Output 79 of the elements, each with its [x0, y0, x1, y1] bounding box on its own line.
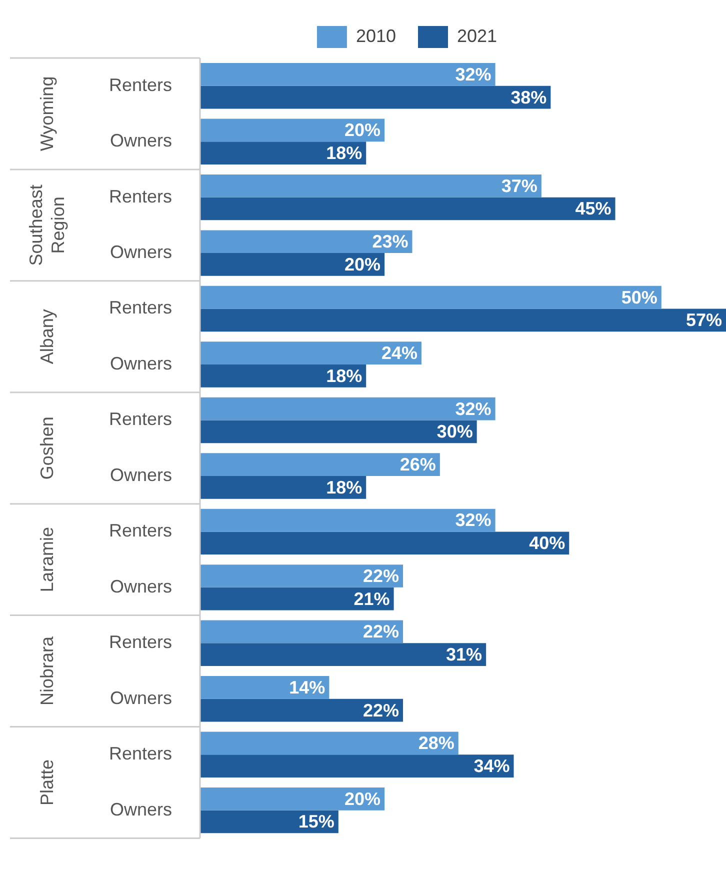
bar: [200, 142, 366, 164]
bar: [200, 676, 330, 699]
y-tick-label: Owners: [110, 242, 172, 262]
data-label: 24%: [381, 343, 418, 364]
bar: [200, 420, 477, 444]
data-label: 18%: [326, 142, 362, 163]
bar: [200, 86, 551, 109]
text: Wyoming: [36, 76, 57, 152]
data-label: 22%: [362, 566, 400, 586]
y-tick-label: Owners: [110, 799, 172, 820]
y-tick-label: Renters: [108, 298, 172, 318]
data-label: 31%: [446, 644, 482, 665]
bar: [200, 342, 422, 365]
bar: [200, 643, 486, 666]
bar: [200, 63, 496, 86]
legend-label: 2021: [457, 26, 498, 46]
bar: [200, 787, 385, 810]
y-tick-label: Owners: [110, 464, 172, 485]
text: Laramie: [36, 527, 57, 592]
data-label: 30%: [436, 422, 473, 442]
data-label: 23%: [372, 232, 408, 252]
data-label: 50%: [621, 287, 658, 308]
bar: [200, 118, 385, 142]
data-label: 15%: [298, 812, 334, 832]
y-tick-label: Owners: [110, 130, 172, 151]
text: Goshen: [36, 416, 57, 480]
data-label: 20%: [344, 120, 381, 140]
bar: [200, 364, 366, 388]
bar: [200, 810, 338, 834]
bar: [200, 732, 458, 755]
bar: [200, 754, 514, 778]
data-label: 37%: [501, 176, 538, 196]
bar: [200, 286, 662, 309]
data-label: 22%: [362, 700, 400, 720]
bar: [200, 587, 394, 610]
y-tick-label: Renters: [108, 744, 172, 764]
bar: [200, 253, 385, 276]
bar: [200, 476, 366, 499]
data-label: 20%: [344, 254, 381, 274]
text: Southeast Region: [26, 184, 68, 266]
y-tick-label: Renters: [108, 632, 172, 652]
data-label: 57%: [686, 310, 722, 330]
bar: [200, 397, 496, 420]
data-label: 18%: [326, 366, 362, 386]
bar: [200, 453, 440, 476]
bar: [200, 230, 412, 254]
data-label: 14%: [289, 677, 326, 698]
bar: [200, 174, 542, 198]
data-label: 28%: [418, 733, 454, 754]
y-tick-label: Owners: [110, 576, 172, 596]
y-tick-label: Renters: [108, 409, 172, 430]
data-label: 40%: [529, 533, 566, 554]
text: Albany: [36, 309, 57, 364]
bar: [200, 698, 404, 722]
y-tick-label: Renters: [108, 520, 172, 541]
text: Niobrara: [36, 636, 57, 706]
data-label: 21%: [354, 588, 390, 609]
y-tick-label: Renters: [108, 186, 172, 206]
data-label: 38%: [510, 87, 547, 108]
data-label: 32%: [455, 64, 492, 84]
bar: [200, 308, 726, 332]
text: Platte: [36, 759, 57, 806]
bar: [200, 564, 404, 588]
y-tick-label: Owners: [110, 353, 172, 374]
bar: [200, 508, 496, 532]
data-label: 34%: [474, 756, 510, 776]
data-label: 32%: [455, 510, 492, 530]
data-label: 18%: [326, 477, 362, 498]
data-label: 20%: [344, 788, 381, 809]
y-tick-label: Owners: [110, 688, 172, 708]
data-label: 22%: [362, 622, 400, 642]
y-tick-label: Renters: [108, 74, 172, 95]
bar: [200, 532, 570, 555]
data-label: 45%: [575, 198, 612, 219]
data-label: 26%: [400, 454, 436, 475]
bar: [200, 620, 404, 644]
data-label: 32%: [455, 398, 492, 419]
legend-label: 2010: [356, 26, 396, 46]
bar: [200, 197, 616, 220]
